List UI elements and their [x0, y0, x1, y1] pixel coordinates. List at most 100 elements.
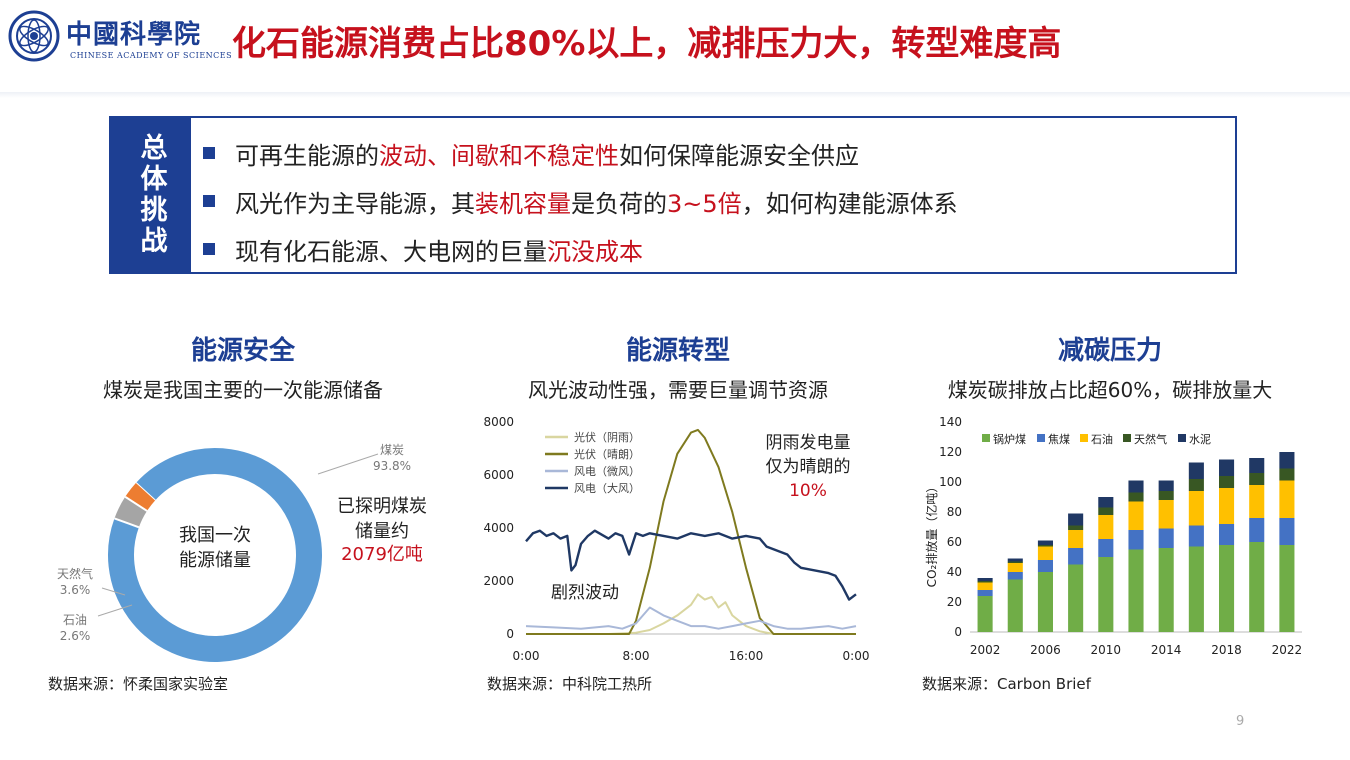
carbon-subtitle: 煤炭碳排放占比超60%，碳排放量大 [947, 378, 1273, 402]
bar-segment [1158, 500, 1174, 529]
bar-segment [1249, 518, 1265, 542]
page-number: 9 [1236, 714, 1245, 729]
bar-y-tick: 140 [939, 415, 962, 429]
legend-label: 水泥 [1189, 433, 1211, 446]
bar-segment [1219, 459, 1235, 476]
bar-segment [1007, 558, 1023, 562]
bar-segment [1279, 545, 1295, 632]
donut-slice-coal [108, 448, 322, 662]
bar-segment [1188, 525, 1204, 547]
leader-line-coal [317, 453, 379, 475]
bar-segment [1128, 492, 1144, 502]
challenge-label: 总体挑战 [111, 118, 191, 272]
legend-label: 石油 [1091, 432, 1113, 446]
bar-segment [977, 581, 993, 583]
bar-segment [1098, 557, 1114, 632]
bar-segment [1037, 540, 1053, 545]
bar-segment [1249, 542, 1265, 632]
legend-label: 焦煤 [1048, 433, 1070, 446]
bullet-square-icon [203, 147, 215, 159]
legend-label: 天然气 [1134, 432, 1167, 446]
donut-slice-gas [114, 496, 148, 528]
bar-segment [977, 582, 993, 590]
bar-segment [1188, 462, 1204, 479]
donut-slice-oil [125, 482, 156, 512]
bar-segment [1188, 479, 1204, 491]
bar-segment [1279, 452, 1295, 469]
bar-x-tick: 2010 [1091, 643, 1122, 657]
line-x-tick: 0:00 [513, 649, 540, 663]
bullet-highlight: 沉没成本 [547, 237, 643, 266]
bar-x-tick: 2002 [970, 643, 1001, 657]
legend-swatch [1123, 434, 1131, 442]
emissions-bar-chart: 0 20 40 60 80 100 120 140 2002 2006 2010 2014 2018 2… [924, 415, 1303, 657]
bar-segment [1068, 548, 1084, 565]
cas-emblem-icon [8, 10, 60, 62]
line-y-tick: 6000 [483, 468, 514, 482]
rain-note-line1: 阴雨发电量 [766, 433, 851, 453]
bar-segment [1007, 561, 1023, 563]
bar-segment [1279, 518, 1295, 545]
leader-line-oil [97, 604, 133, 617]
bar-y-tick: 20 [947, 595, 962, 609]
bullet-highlight: 装机容量 [475, 189, 571, 218]
bar-segment [1007, 572, 1023, 580]
bar-y-tick: 80 [947, 505, 962, 519]
bar-segment [1249, 473, 1265, 485]
bar-segment [1068, 564, 1084, 632]
bar-x-tick: 2018 [1211, 643, 1242, 657]
rain-note-value: 10% [789, 481, 827, 501]
pie-label-oil: 石油 [63, 613, 87, 627]
bar-y-tick: 120 [939, 445, 962, 459]
bar-segment [1158, 548, 1174, 632]
pie-label-gas: 天然气 [57, 566, 93, 581]
bar-segment [1158, 528, 1174, 548]
line-x-tick: 8:00 [623, 649, 650, 663]
pie-label-coal: 煤炭 [380, 443, 404, 457]
bullet-square-icon [203, 195, 215, 207]
coal-note-value: 2079亿吨 [341, 544, 423, 565]
transition-title: 能源转型 [625, 336, 730, 366]
bullet-text: 风光作为主导能源，其 [235, 189, 475, 218]
legend-label: 光伏（晴朗） [574, 447, 640, 461]
donut-center-line1: 我国一次 [179, 525, 251, 546]
pie-value-gas: 3.6% [60, 583, 91, 597]
bar-segment [1128, 480, 1144, 493]
leader-line-gas [101, 587, 126, 596]
donut-separator [124, 495, 148, 512]
pie-value-coal: 93.8% [373, 459, 411, 473]
bar-segment [1188, 546, 1204, 632]
bar-y-tick: 100 [939, 475, 962, 489]
challenge-box: 总体挑战 可再生能源的 波动、间歇和不稳定性 如何保障能源安全供应 风光作为主导能源… [109, 116, 1237, 274]
bar-segment [1158, 480, 1174, 491]
line-series-2 [525, 606, 857, 630]
bar-segment [1128, 530, 1144, 550]
bar-segment [1098, 539, 1114, 557]
bar-segment [1188, 491, 1204, 526]
bar-segment [977, 578, 993, 581]
donut-center-line2: 能源储量 [179, 550, 251, 571]
bullet-text: 如何保障能源安全供应 [619, 141, 859, 170]
line-series-0 [526, 593, 856, 635]
line-y-tick: 8000 [483, 415, 514, 429]
line-y-tick: 0 [506, 627, 514, 641]
logo-english-name: CHINESE ACADEMY OF SCIENCES [70, 51, 233, 60]
bar-segment [1098, 497, 1114, 508]
carbon-title: 减碳压力 [1057, 336, 1162, 366]
bar-x-tick: 2006 [1030, 643, 1061, 657]
bar-segment [1158, 491, 1174, 500]
bar-segment [1279, 468, 1295, 481]
legend-swatch [1080, 434, 1088, 442]
bar-segment [1068, 513, 1084, 526]
bar-segment [1219, 545, 1235, 632]
bar-y-tick: 60 [947, 535, 962, 549]
bar-x-tick: 2022 [1272, 643, 1303, 657]
coal-note-line1: 已探明煤炭 [337, 496, 427, 517]
legend-label: 风电（微风） [574, 464, 640, 478]
carbon-source: 数据来源：Carbon Brief [922, 675, 1091, 693]
bar-segment [1279, 480, 1295, 518]
bar-segment [977, 590, 993, 596]
line-series-1 [526, 428, 856, 635]
transition-source: 数据来源：中科院工热所 [487, 675, 653, 693]
line-x-tick: 0:00 [843, 649, 870, 663]
